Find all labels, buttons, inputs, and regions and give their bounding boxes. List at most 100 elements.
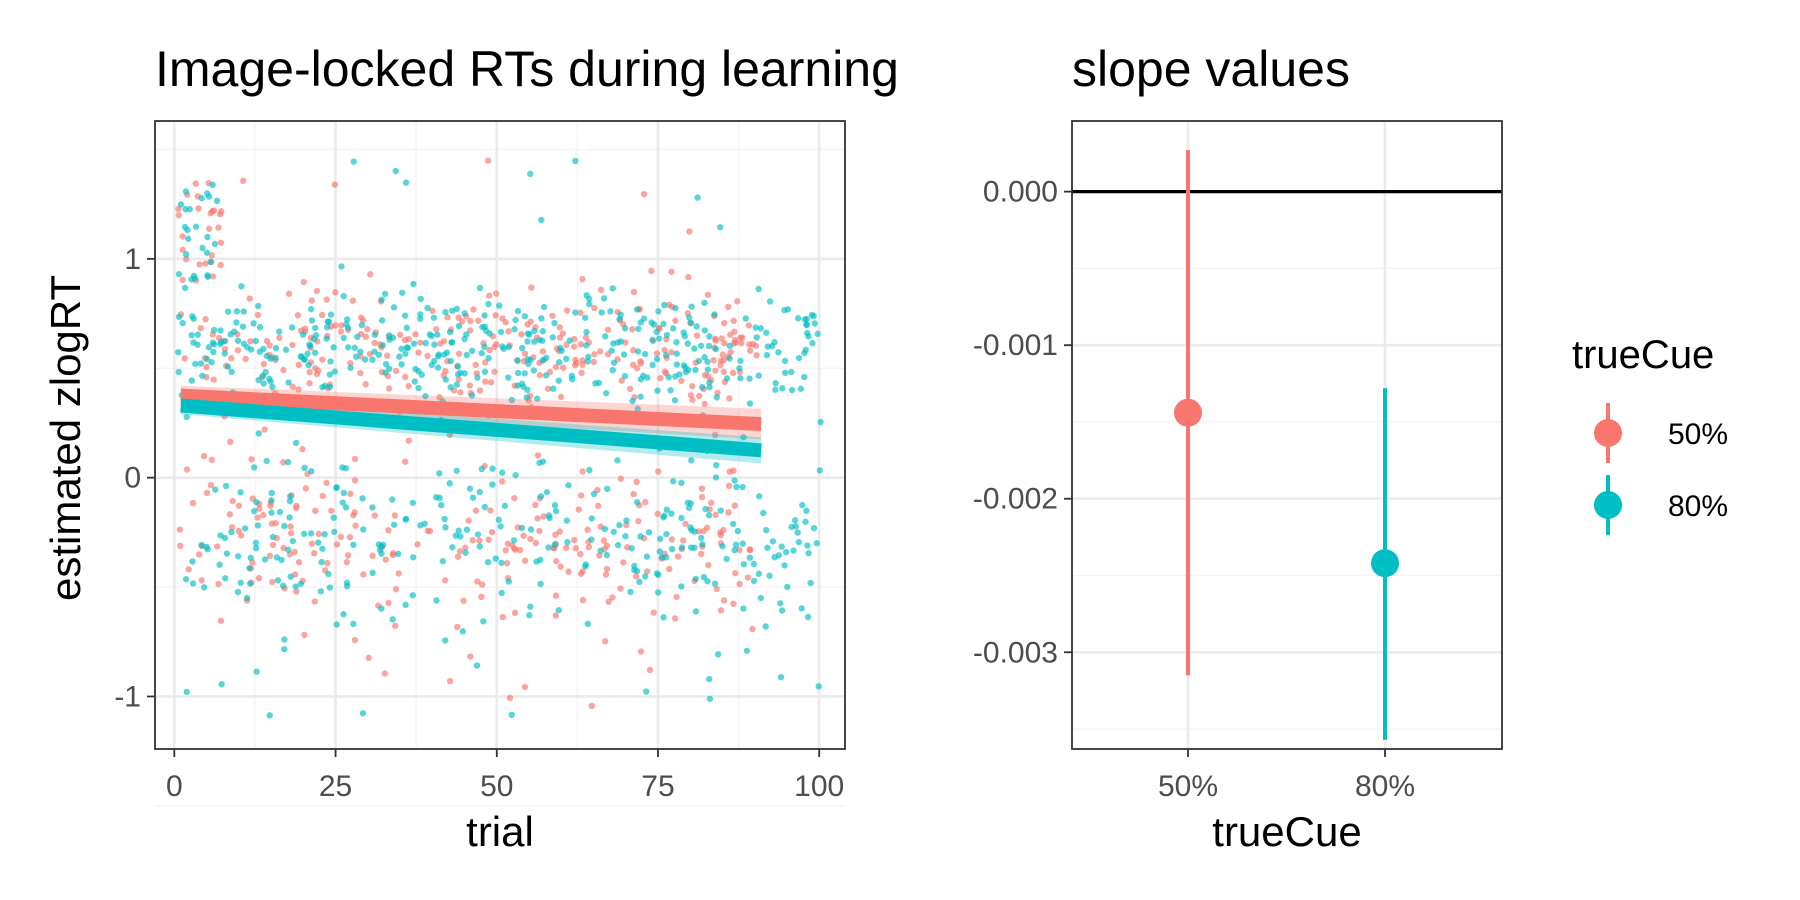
scatter-point-80% <box>775 349 782 356</box>
scatter-point-80% <box>746 554 754 561</box>
scatter-point-50% <box>737 334 744 341</box>
slope-estimate-50% <box>1174 398 1202 427</box>
scatter-point-80% <box>268 509 275 516</box>
scatter-point-80% <box>621 372 629 380</box>
scatter-point-80% <box>305 361 312 369</box>
scatter-point-80% <box>478 349 485 357</box>
scatter-point-50% <box>502 319 509 326</box>
scatter-point-80% <box>459 628 467 635</box>
scatter-point-80% <box>660 301 668 309</box>
scatter-point-80% <box>740 561 748 568</box>
scatter-point-50% <box>235 527 242 535</box>
scatter-point-50% <box>492 312 499 319</box>
scatter-point-80% <box>386 365 393 373</box>
scatter-point-80% <box>777 600 784 607</box>
scatter-point-80% <box>731 546 738 554</box>
scatter-point-80% <box>701 299 708 306</box>
scatter-point-50% <box>503 560 511 567</box>
scatter-point-80% <box>688 457 695 464</box>
scatter-point-50% <box>456 548 464 555</box>
scatter-point-50% <box>596 348 604 355</box>
scatter-point-80% <box>746 375 753 382</box>
scatter-point-50% <box>308 540 316 547</box>
scatter-point-80% <box>317 588 325 595</box>
scatter-point-80% <box>657 535 664 542</box>
scatter-point-80% <box>510 537 518 544</box>
scatter-point-80% <box>191 275 198 282</box>
scatter-point-80% <box>788 386 796 394</box>
scatter-point-50% <box>689 382 696 390</box>
scatter-point-80% <box>449 544 456 551</box>
scatter-point-80% <box>643 553 651 560</box>
scatter-point-50% <box>603 565 611 573</box>
scatter-point-80% <box>673 361 681 368</box>
scatter-point-80% <box>766 298 774 305</box>
scatter-point-50% <box>175 211 182 219</box>
scatter-point-80% <box>731 477 738 484</box>
right-x-tick-label: 50% <box>1158 770 1218 803</box>
scatter-point-80% <box>583 328 590 336</box>
left-y-tick-label: -1 <box>114 680 141 713</box>
scatter-point-50% <box>196 261 203 268</box>
scatter-point-50% <box>725 303 732 311</box>
scatter-point-50% <box>648 267 655 275</box>
scatter-point-80% <box>343 582 351 590</box>
scatter-point-80% <box>263 457 270 465</box>
scatter-point-80% <box>572 157 579 165</box>
scatter-point-50% <box>643 568 651 575</box>
scatter-point-80% <box>286 497 294 505</box>
scatter-point-80% <box>203 355 211 363</box>
scatter-point-80% <box>734 527 742 535</box>
scatter-point-80% <box>360 526 367 533</box>
scatter-point-80% <box>252 337 259 345</box>
scatter-point-50% <box>731 502 739 509</box>
scatter-point-50% <box>455 376 463 383</box>
scatter-point-50% <box>556 324 563 331</box>
scatter-point-80% <box>330 344 337 351</box>
scatter-point-80% <box>815 683 822 690</box>
scatter-point-50% <box>343 558 351 566</box>
scatter-point-50% <box>721 319 728 327</box>
scatter-point-80% <box>218 680 225 688</box>
scatter-point-80% <box>272 354 279 362</box>
scatter-point-80% <box>208 359 215 366</box>
legend: trueCue 50% 80% <box>1572 333 1728 535</box>
left-chart-title: Image-locked RTs during learning <box>155 41 899 97</box>
scatter-point-50% <box>337 328 345 335</box>
scatter-point-80% <box>331 368 339 375</box>
scatter-point-50% <box>505 328 512 335</box>
scatter-point-80% <box>378 605 385 612</box>
scatter-point-80% <box>616 315 623 323</box>
scatter-point-50% <box>311 598 318 605</box>
scatter-point-80% <box>428 361 435 369</box>
scatter-point-80% <box>253 498 260 506</box>
scatter-point-80% <box>183 688 190 696</box>
scatter-point-50% <box>465 517 472 524</box>
scatter-point-80% <box>340 334 347 342</box>
scatter-point-80% <box>757 325 765 332</box>
scatter-point-80% <box>798 605 805 612</box>
right-y-tick-label: -0.001 <box>973 329 1058 362</box>
scatter-point-80% <box>631 566 638 574</box>
left-x-axis-title: trial <box>466 808 534 855</box>
scatter-point-80% <box>538 216 545 224</box>
scatter-point-80% <box>339 499 346 506</box>
scatter-point-50% <box>736 580 743 588</box>
scatter-point-50% <box>429 307 436 315</box>
scatter-point-50% <box>746 347 754 354</box>
scatter-point-50% <box>346 534 354 541</box>
scatter-point-80% <box>512 316 519 324</box>
scatter-point-80% <box>622 533 629 540</box>
scatter-point-50% <box>532 501 539 509</box>
scatter-point-80% <box>390 521 398 528</box>
scatter-point-80% <box>733 483 740 491</box>
scatter-point-80% <box>551 541 558 548</box>
scatter-point-50% <box>730 467 737 474</box>
scatter-point-80% <box>755 570 763 577</box>
scatter-point-80% <box>542 372 550 379</box>
scatter-point-80% <box>552 507 560 515</box>
scatter-point-80% <box>782 548 790 556</box>
scatter-point-80% <box>803 321 810 328</box>
scatter-point-50% <box>389 551 397 559</box>
scatter-point-80% <box>352 353 360 360</box>
